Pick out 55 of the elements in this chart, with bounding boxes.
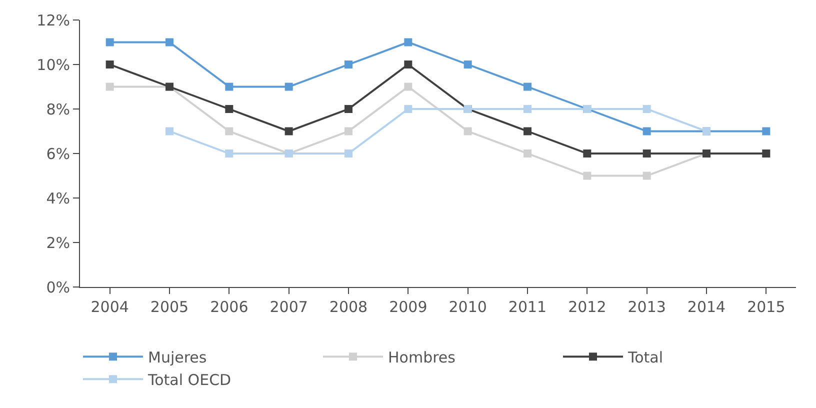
x-tick-label: 2006 [210, 298, 248, 316]
point [524, 150, 532, 158]
legend-label: Total OECD [147, 371, 232, 389]
point [166, 127, 174, 136]
x-tick-label: 2015 [747, 298, 786, 316]
x-tick-label: 2014 [687, 298, 726, 316]
point [404, 38, 412, 46]
point [225, 105, 234, 113]
point [106, 82, 114, 91]
point [404, 60, 412, 68]
point [284, 127, 293, 136]
y-tick-label: 12% [36, 11, 70, 30]
point [166, 38, 174, 46]
point [464, 60, 472, 68]
x-tick-label: 2005 [150, 298, 189, 316]
point [344, 127, 352, 136]
y-tick-label: 8% [46, 100, 70, 118]
point [524, 127, 532, 136]
point [642, 172, 651, 180]
point [404, 82, 412, 91]
x-tick-label: 2007 [270, 298, 308, 316]
y-tick-label: 4% [46, 189, 70, 208]
y-tick-label: 0% [46, 278, 70, 296]
point [464, 127, 472, 136]
point [404, 105, 412, 113]
point [225, 82, 234, 91]
x-tick-label: 2010 [448, 298, 487, 316]
point [642, 150, 651, 158]
x-tick-label: 2009 [389, 298, 428, 316]
point [642, 127, 651, 136]
x-tick-label: 2013 [628, 298, 666, 316]
point [344, 60, 352, 68]
x-tick-label: 2012 [568, 298, 606, 316]
point [344, 105, 352, 113]
point [642, 105, 651, 113]
legend-label: Hombres [388, 348, 456, 366]
y-tick-label: 10% [36, 56, 70, 74]
point [524, 105, 532, 113]
y-tick-label: 6% [46, 144, 70, 163]
x-tick-label: 2011 [508, 298, 547, 316]
point [225, 127, 234, 136]
point [583, 150, 592, 158]
point [583, 172, 592, 180]
point [225, 150, 234, 158]
point [106, 38, 114, 46]
point [106, 60, 114, 68]
y-tick-label: 2% [46, 234, 70, 252]
legend-label: Total [627, 348, 664, 366]
legend-label: Mujeres [148, 348, 207, 366]
point [344, 150, 352, 158]
x-tick-label: 2004 [90, 298, 129, 316]
x-tick-label: 2008 [329, 298, 368, 316]
point [762, 127, 770, 136]
point [524, 82, 532, 91]
point [284, 82, 293, 91]
